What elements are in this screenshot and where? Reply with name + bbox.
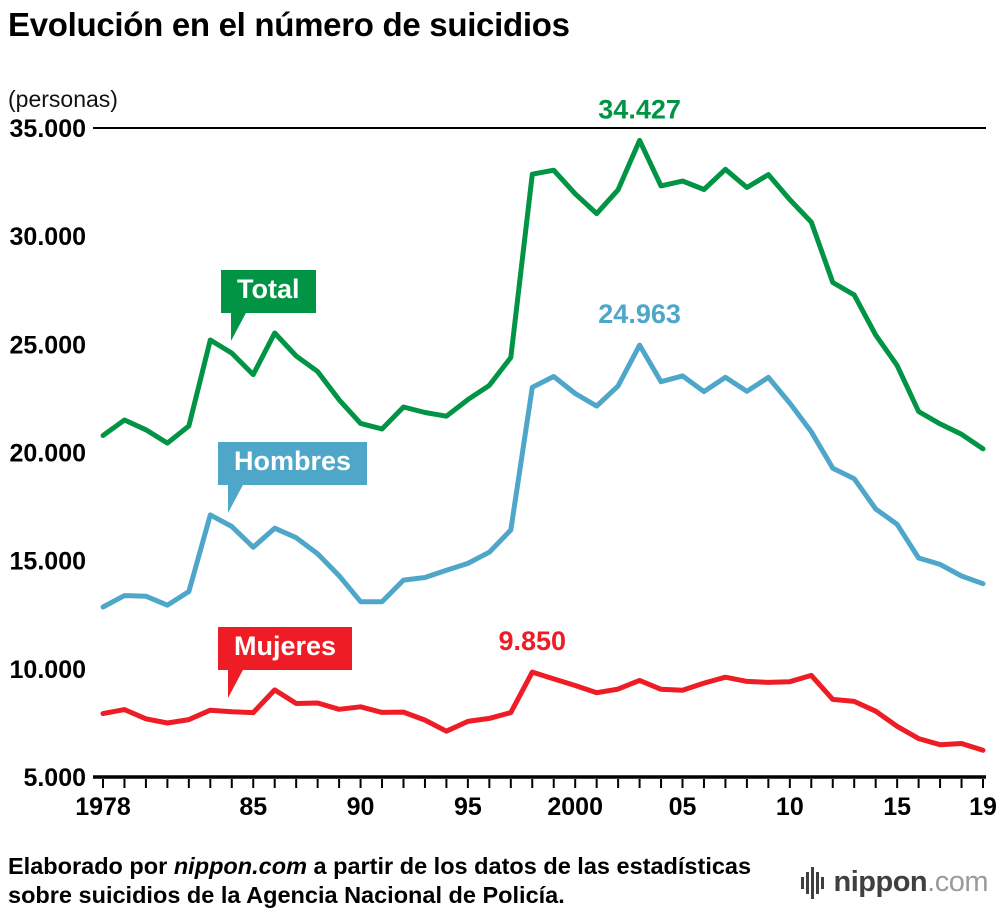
chart-title: Evolución en el número de suicidios: [8, 6, 570, 43]
y-tick-label: 35.000: [10, 115, 86, 143]
source-note: Elaborado por nippon.com a partir de los…: [8, 852, 778, 911]
x-tick-label: 15: [883, 793, 911, 821]
y-tick-label: 30.000: [10, 223, 86, 251]
series-badge-hombres-label: Hombres: [234, 446, 352, 476]
x-tick-label: 1978: [75, 793, 131, 821]
y-tick-label: 10.000: [10, 656, 86, 684]
y-tick-label: 5.000: [23, 764, 86, 792]
nippon-logo: nippon .com: [800, 866, 988, 899]
x-tick-label: 95: [454, 793, 482, 821]
hombres-line: [100, 342, 986, 610]
series-badge-mujeres-pointer-icon: [228, 667, 244, 698]
nippon-logo-name: nippon: [833, 866, 928, 898]
series-badge-total-label: Total: [237, 274, 300, 304]
x-tick-label: 90: [347, 793, 375, 821]
x-tick-label: 19: [969, 793, 997, 821]
x-tick-label: 2000: [547, 793, 603, 821]
source-note-suffix: a partir de los datos de las estadística…: [8, 853, 752, 909]
series-badge-total: Total: [221, 270, 316, 341]
series-badge-hombres: Hombres: [218, 442, 368, 513]
x-tick-label: 85: [239, 793, 267, 821]
source-note-brand: nippon.com: [173, 853, 307, 879]
y-tick-label: 25.000: [10, 331, 86, 359]
series-badge-mujeres: Mujeres: [218, 627, 353, 698]
y-tick-label: 15.000: [10, 548, 86, 576]
line-chart: 35.000 30.000 25.000 20.000 15.000 10.000 5.00…: [10, 94, 997, 821]
y-tick-label: 20.000: [10, 440, 86, 468]
peak-annotation-total: 34.427: [598, 94, 681, 124]
mujeres-line: [100, 669, 986, 753]
total-line: [100, 137, 986, 452]
x-tick-label: 10: [776, 793, 804, 821]
nippon-logo-bars-icon: [800, 866, 824, 899]
nippon-logo-tld: .com: [927, 866, 988, 898]
y-axis-unit-label: (personas): [8, 86, 118, 112]
source-note-prefix: Elaborado por: [8, 853, 174, 879]
series-badge-total-pointer-icon: [231, 310, 247, 341]
series-badge-mujeres-label: Mujeres: [234, 631, 337, 661]
peak-annotation-mujeres: 9.850: [498, 626, 566, 656]
series-badge-hombres-pointer-icon: [228, 482, 244, 513]
x-tick-label: 05: [669, 793, 697, 821]
peak-annotation-hombres: 24.963: [598, 299, 681, 329]
